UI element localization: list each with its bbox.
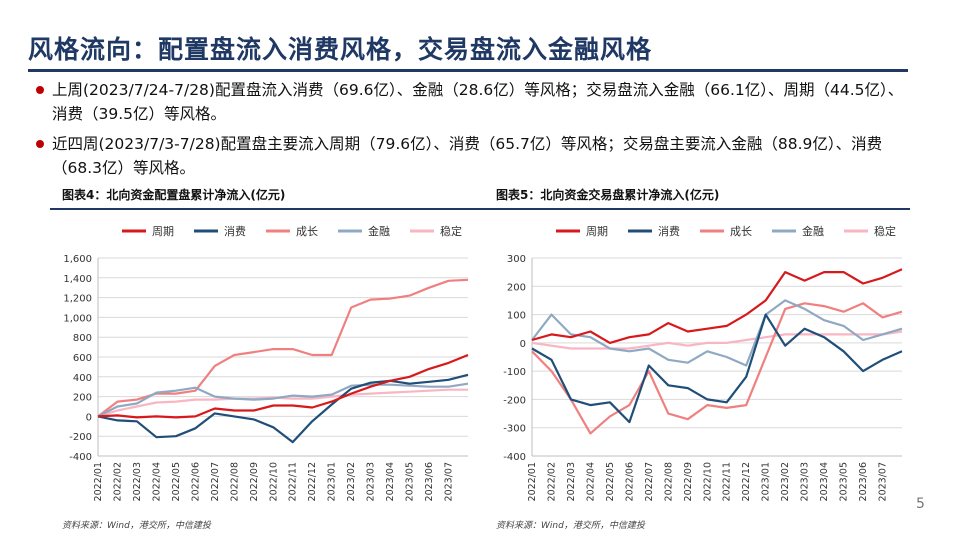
x-tick-label: 2023/04 bbox=[385, 462, 396, 501]
chart-legend: 周期 消费 成长 金融 稳定 bbox=[122, 224, 462, 238]
legend-label-financial: 金融 bbox=[802, 224, 824, 238]
allocation-flow-chart: 周期 消费 成长 金融 稳定 -400 -200 0 200 400 600 800 1,000 1,20… bbox=[63, 224, 469, 501]
y-tick-label: 200 bbox=[507, 282, 526, 293]
x-tick-label: 2022/12 bbox=[307, 462, 318, 501]
x-tick-label: 2023/07 bbox=[444, 462, 455, 501]
legend-label-growth: 成长 bbox=[296, 225, 318, 238]
x-tick-label: 2023/02 bbox=[780, 462, 791, 501]
x-tick-label: 2022/09 bbox=[249, 462, 260, 501]
title-divider bbox=[28, 69, 908, 72]
x-tick-label: 2022/08 bbox=[663, 462, 674, 501]
legend-label-growth: 成长 bbox=[730, 225, 752, 238]
x-tick-label: 2023/05 bbox=[839, 462, 850, 501]
x-tick-label: 2023/04 bbox=[819, 462, 830, 501]
y-tick-label: 0 bbox=[86, 412, 92, 423]
x-tick-label: 2022/04 bbox=[151, 462, 162, 501]
series-line-cyclical bbox=[531, 268, 903, 344]
series-line-consumer bbox=[97, 373, 469, 444]
y-tick-label: 600 bbox=[73, 353, 92, 364]
y-tick-label: -400 bbox=[503, 452, 526, 463]
x-tick-label: 2022/02 bbox=[546, 462, 557, 501]
x-tick-label: 2022/01 bbox=[527, 462, 538, 501]
x-tick-label: 2022/05 bbox=[171, 462, 182, 501]
y-tick-label: -200 bbox=[69, 432, 92, 443]
x-tick-label: 2023/01 bbox=[327, 462, 338, 501]
legend-label-financial: 金融 bbox=[368, 224, 390, 238]
x-tick-label: 2023/07 bbox=[878, 462, 889, 501]
series-line-cyclical bbox=[97, 353, 469, 419]
x-tick-label: 2023/03 bbox=[800, 462, 811, 501]
x-tick-label: 2023/05 bbox=[405, 462, 416, 501]
x-tick-label: 2022/11 bbox=[722, 462, 733, 501]
y-tick-label: -300 bbox=[503, 424, 526, 435]
x-tick-label: 2022/12 bbox=[741, 462, 752, 501]
series-line-stable bbox=[531, 330, 903, 350]
bullet-monthly-flows: 近四周(2023/7/3-7/28)配置盘主要流入周期（79.6亿）、消费（65… bbox=[36, 132, 912, 180]
source-note: 资料来源：Wind，港交所，中信建投 bbox=[62, 521, 211, 531]
y-tick-label: 800 bbox=[73, 333, 92, 344]
y-tick-label: 1,600 bbox=[63, 254, 92, 265]
x-tick-label: 2022/06 bbox=[190, 462, 201, 501]
x-tick-label: 2022/06 bbox=[624, 462, 635, 501]
trading-flow-chart: 周期 消费 成长 金融 稳定 -400 -300 -200 -100 0 100 200 300 2022… bbox=[503, 224, 903, 501]
legend-label-stable: 稳定 bbox=[874, 224, 896, 238]
y-tick-label: 300 bbox=[507, 254, 526, 265]
source-note: 资料来源：Wind，港交所，中信建投 bbox=[496, 521, 645, 531]
x-tick-label: 2023/03 bbox=[366, 462, 377, 501]
legend-label-cyclical: 周期 bbox=[586, 225, 608, 238]
y-tick-label: 1,000 bbox=[63, 313, 92, 324]
series-line-growth bbox=[531, 302, 903, 435]
legend-label-consumer: 消费 bbox=[658, 224, 680, 238]
x-tick-label: 2022/09 bbox=[683, 462, 694, 501]
section-divider bbox=[50, 208, 910, 210]
bullet-weekly-flows: 上周(2023/7/24-7/28)配置盘流入消费（69.6亿）、金融（28.6… bbox=[36, 78, 912, 126]
x-tick-label: 2023/06 bbox=[424, 462, 435, 501]
bullet-dot bbox=[36, 140, 44, 148]
x-tick-label: 2023/06 bbox=[858, 462, 869, 501]
x-tick-label: 2022/01 bbox=[93, 462, 104, 501]
series-line-consumer bbox=[531, 313, 903, 424]
page-title: 风格流向：配置盘流入消费风格，交易盘流入金融风格 bbox=[28, 35, 653, 64]
x-tick-label: 2022/10 bbox=[702, 462, 713, 501]
x-tick-label: 2023/01 bbox=[761, 462, 772, 501]
bullet-text: 近四周(2023/7/3-7/28)配置盘主要流入周期（79.6亿）、消费（65… bbox=[52, 135, 883, 177]
legend-label-cyclical: 周期 bbox=[152, 225, 174, 238]
x-tick-label: 2023/02 bbox=[346, 462, 357, 501]
series-line-financial bbox=[531, 299, 903, 367]
x-tick-label: 2022/10 bbox=[268, 462, 279, 501]
y-tick-label: 200 bbox=[73, 393, 92, 404]
x-tick-label: 2022/03 bbox=[132, 462, 143, 501]
x-tick-label: 2022/07 bbox=[210, 462, 221, 501]
page-number: 5 bbox=[916, 496, 925, 512]
x-tick-label: 2022/05 bbox=[605, 462, 616, 501]
y-tick-label: -200 bbox=[503, 395, 526, 406]
legend-label-consumer: 消费 bbox=[224, 224, 246, 238]
y-tick-label: -100 bbox=[503, 367, 526, 378]
bullet-dot bbox=[36, 86, 44, 94]
y-tick-label: 1,400 bbox=[63, 274, 92, 285]
y-tick-label: 100 bbox=[507, 311, 526, 322]
bullet-text: 上周(2023/7/24-7/28)配置盘流入消费（69.6亿）、金融（28.6… bbox=[52, 81, 904, 123]
x-tick-label: 2022/02 bbox=[112, 462, 123, 501]
chart-title-allocation: 图表4：北向资金配置盘累计净流入(亿元) bbox=[62, 188, 286, 202]
chart-legend: 周期 消费 成长 金融 稳定 bbox=[556, 224, 896, 238]
y-tick-label: 400 bbox=[73, 373, 92, 384]
chart-title-trading: 图表5：北向资金交易盘累计净流入(亿元) bbox=[496, 188, 720, 202]
series-line-financial bbox=[97, 382, 469, 418]
x-tick-label: 2022/03 bbox=[566, 462, 577, 501]
y-tick-label: -400 bbox=[69, 452, 92, 463]
x-tick-label: 2022/04 bbox=[585, 462, 596, 501]
x-tick-label: 2022/08 bbox=[229, 462, 240, 501]
y-tick-label: 0 bbox=[520, 339, 526, 350]
x-tick-label: 2022/11 bbox=[288, 462, 299, 501]
y-tick-label: 1,200 bbox=[63, 294, 92, 305]
x-tick-label: 2022/07 bbox=[644, 462, 655, 501]
series-line-growth bbox=[97, 278, 469, 418]
legend-label-stable: 稳定 bbox=[440, 224, 462, 238]
